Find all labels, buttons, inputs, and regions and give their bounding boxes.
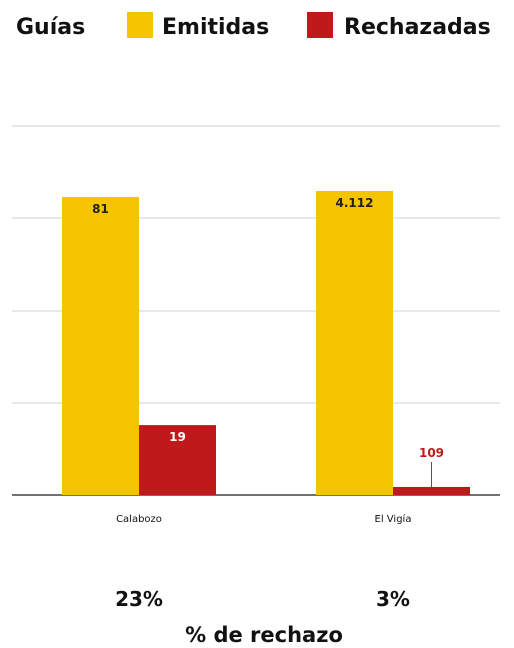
bar-labels: 81 19 4.112 109: [92, 196, 444, 487]
legend-label-rechazadas: Rechazadas: [344, 15, 491, 40]
bar-label-emitidas: 4.112: [336, 196, 374, 210]
bar-label-rechazadas: 109: [419, 446, 444, 460]
legend-swatch-rechazadas: [307, 12, 333, 38]
rejection-rates: 23% 3%: [115, 587, 410, 611]
rejection-rate-el-vigia: 3%: [376, 587, 410, 611]
bar-rechazadas: [393, 486, 470, 495]
bar-label-emitidas: 81: [92, 202, 109, 216]
legend-swatch-emitidas: [127, 12, 153, 38]
rejection-rate-calabozo: 23%: [115, 587, 163, 611]
bars: [62, 191, 470, 495]
legend: Guías Emitidas Rechazadas: [16, 12, 491, 40]
legend-title: Guías: [16, 15, 85, 40]
legend-label-emitidas: Emitidas: [162, 15, 269, 40]
category-label-calabozo: Calabozo: [116, 514, 162, 525]
category-labels: Calabozo El Vigía: [116, 513, 411, 525]
bar-emitidas: [62, 197, 139, 495]
bar-label-rechazadas: 19: [169, 430, 186, 444]
footer-label: % de rechazo: [185, 623, 343, 647]
category-label-el-vigia: El Vigía: [375, 513, 412, 525]
bar-emitidas: [316, 191, 393, 495]
bar-rechazadas: [139, 425, 216, 495]
